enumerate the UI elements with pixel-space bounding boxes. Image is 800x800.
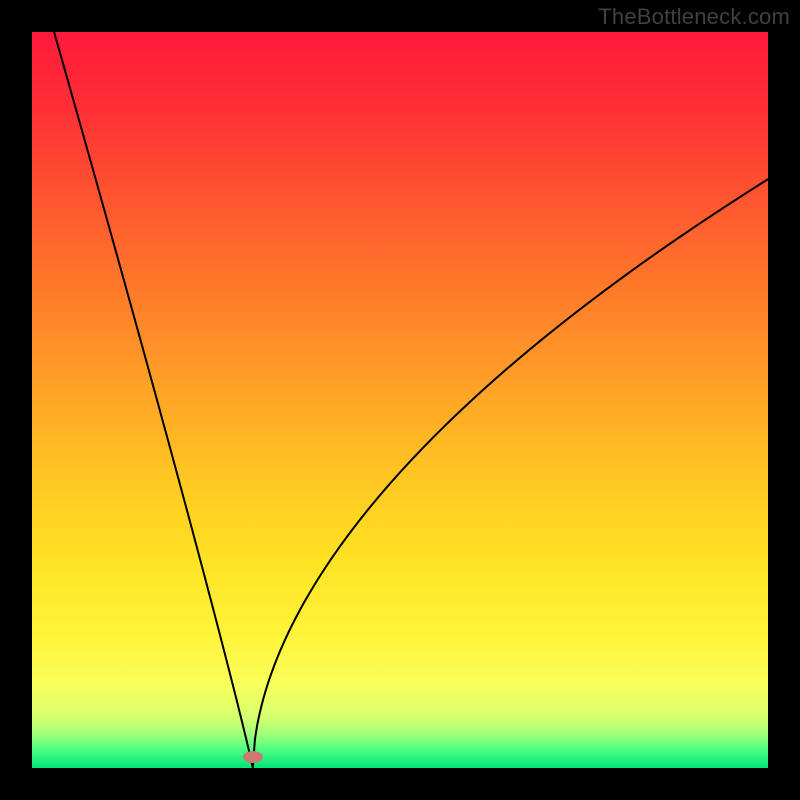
watermark-text: TheBottleneck.com <box>598 4 790 30</box>
chart-frame: TheBottleneck.com <box>0 0 800 800</box>
bottleneck-curve <box>0 0 800 800</box>
curve-path <box>54 32 768 768</box>
bottom-border <box>0 768 800 800</box>
minimum-marker <box>243 751 263 763</box>
